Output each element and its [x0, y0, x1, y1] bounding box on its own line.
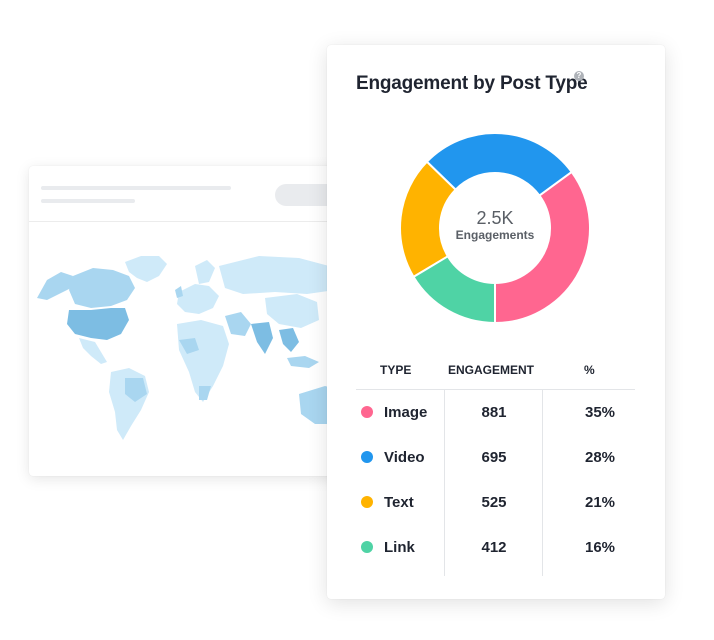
row-percent: 16% — [584, 539, 616, 556]
map-region-usa — [67, 308, 129, 340]
table-header: TYPE ENGAGEMENT % — [356, 355, 635, 390]
map-region-canada — [69, 268, 135, 308]
legend-dot-text — [361, 496, 373, 508]
donut-svg — [399, 132, 591, 325]
donut-slice-image[interactable] — [494, 170, 591, 325]
map-card-divider — [29, 221, 359, 222]
row-engagement: 525 — [481, 494, 507, 511]
map-region-mexico — [79, 338, 107, 364]
column-header-type: TYPE — [380, 363, 412, 377]
subheader-placeholder-line — [41, 199, 135, 203]
map-region-middle-east — [225, 312, 251, 336]
map-region-russia — [219, 256, 345, 294]
row-engagement: 695 — [481, 449, 507, 466]
world-map — [37, 256, 357, 440]
map-region-europe — [177, 284, 219, 314]
map-card — [29, 166, 359, 476]
map-region-india — [251, 322, 273, 354]
row-type: Text — [384, 494, 414, 511]
donut-chart: 2.5K Engagements — [395, 128, 595, 328]
legend-dot-video — [361, 451, 373, 463]
map-region-brazil — [125, 378, 147, 402]
map-region-scandinavia — [195, 260, 215, 284]
donut-slice-link[interactable] — [412, 254, 496, 325]
engagement-card: Engagement by Post Type ? 2.5K Engagemen… — [327, 45, 665, 599]
row-percent: 35% — [584, 404, 616, 421]
map-region-southeast-asia — [279, 328, 299, 352]
map-region-greenland — [125, 256, 167, 282]
map-region-indonesia — [287, 356, 319, 368]
row-type: Video — [384, 449, 425, 466]
map-region-alaska — [37, 272, 73, 300]
row-engagement: 881 — [481, 404, 507, 421]
table-row: Video 695 28% — [356, 435, 635, 480]
table-row: Image 881 35% — [356, 390, 635, 435]
legend-dot-image — [361, 406, 373, 418]
table-row: Text 525 21% — [356, 480, 635, 525]
row-type: Link — [384, 539, 415, 556]
row-percent: 28% — [584, 449, 616, 466]
map-region-china — [265, 294, 319, 328]
column-header-engagement: ENGAGEMENT — [448, 363, 535, 377]
column-divider — [444, 390, 445, 576]
map-region-south-africa — [199, 386, 211, 400]
header-placeholder-line — [41, 186, 231, 190]
map-region-west-africa — [179, 338, 199, 354]
column-divider — [542, 390, 543, 576]
legend-dot-link — [361, 541, 373, 553]
row-engagement: 412 — [481, 539, 507, 556]
column-header-percent: % — [584, 363, 595, 377]
row-percent: 21% — [584, 494, 616, 511]
row-type: Image — [384, 404, 428, 421]
donut-slice-video[interactable] — [425, 132, 574, 197]
map-region-uk — [175, 286, 183, 298]
question-icon[interactable]: ? — [574, 71, 584, 81]
card-title: Engagement by Post Type — [356, 73, 588, 94]
table-row: Link 412 16% — [356, 525, 635, 570]
engagement-table: TYPE ENGAGEMENT % Image 881 35% Video 69… — [356, 355, 635, 576]
